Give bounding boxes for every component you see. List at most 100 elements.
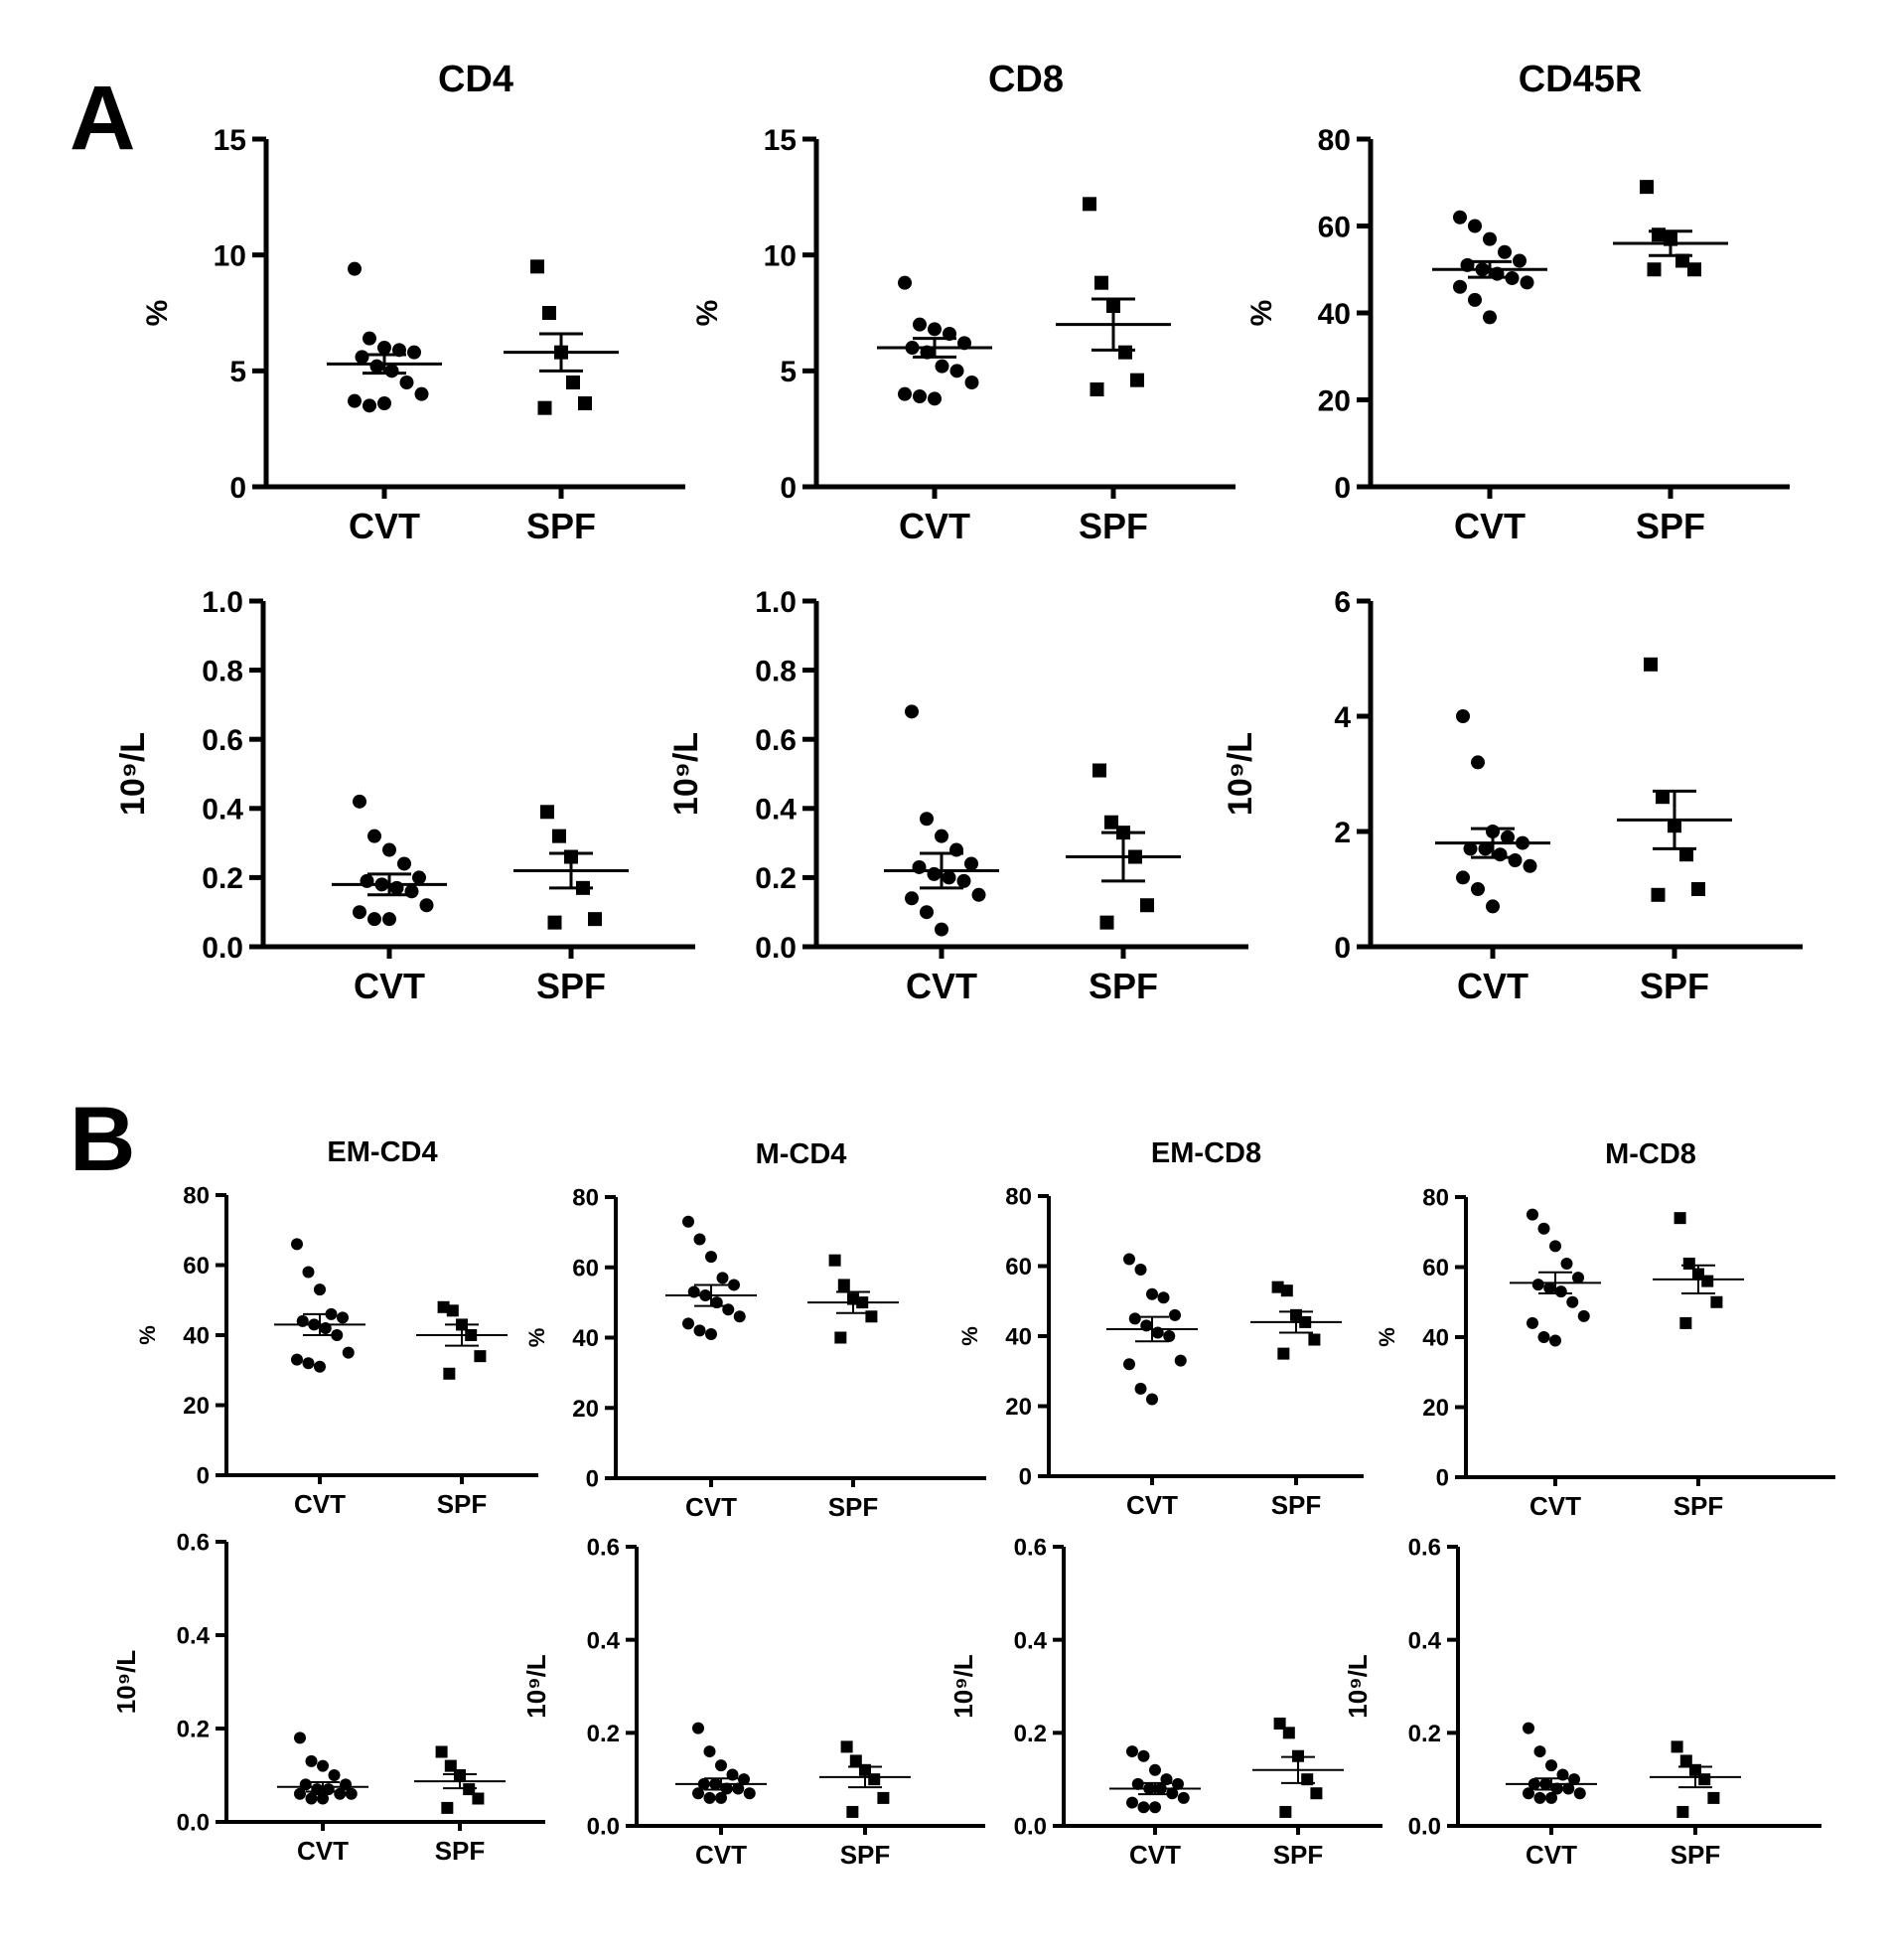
x-category-label: SPF xyxy=(526,506,596,546)
data-point-spf xyxy=(1282,1727,1295,1739)
data-point-spf xyxy=(1279,1805,1292,1818)
data-point-spf xyxy=(437,1300,450,1313)
data-point-cvt xyxy=(1483,231,1497,246)
data-point-cvt xyxy=(1174,1354,1187,1367)
data-point-cvt xyxy=(693,1233,706,1246)
y-axis-label: % xyxy=(1375,1327,1399,1347)
data-point-cvt xyxy=(692,1722,704,1734)
data-point-cvt xyxy=(348,393,362,408)
chart-10: 0 20 40 60 80 CVT SPF M-CD8% xyxy=(1375,1138,1835,1521)
data-point-cvt xyxy=(1573,1787,1586,1800)
x-category-label: SPF xyxy=(437,1489,488,1519)
data-point-spf xyxy=(834,1331,847,1344)
data-point-cvt xyxy=(1498,244,1512,259)
data-point-cvt xyxy=(1172,1777,1184,1790)
x-category-label: CVT xyxy=(1457,966,1528,1006)
y-tick-label: 0.4 xyxy=(202,794,243,827)
y-tick-label: 0.2 xyxy=(177,1717,210,1743)
data-point-cvt xyxy=(705,1327,717,1340)
data-point-cvt xyxy=(1137,1801,1150,1814)
data-point-cvt xyxy=(1149,1763,1161,1776)
x-category-label: CVT xyxy=(1126,1490,1178,1520)
data-point-cvt xyxy=(1478,841,1493,856)
data-point-spf xyxy=(1130,373,1144,387)
x-category-label: SPF xyxy=(1089,966,1158,1006)
data-point-spf xyxy=(1701,1275,1714,1287)
x-category-label: SPF xyxy=(1636,506,1705,546)
chart-9: 0 20 40 60 80 CVT SPF EM-CD8% xyxy=(957,1137,1364,1520)
data-point-cvt xyxy=(692,1787,704,1800)
y-tick-label: 0.6 xyxy=(202,724,243,757)
y-tick-label: 0 xyxy=(229,472,246,505)
data-point-cvt xyxy=(1523,858,1537,873)
data-point-cvt xyxy=(715,1791,727,1804)
data-point-cvt xyxy=(928,391,942,406)
data-point-cvt xyxy=(1549,1334,1561,1347)
y-tick-label: 80 xyxy=(1005,1184,1032,1211)
data-point-cvt xyxy=(1134,1264,1147,1277)
data-point-spf xyxy=(1083,197,1096,212)
data-point-spf xyxy=(1090,382,1104,396)
data-point-spf xyxy=(837,1279,850,1291)
chart-3: 0 20 40 60 80 CVT SPF CD45R% xyxy=(1245,59,1790,546)
chart-title: M-CD4 xyxy=(756,1138,847,1170)
chart-11: 0.0 0.2 0.4 0.6 CVT SPF 10⁹/L xyxy=(111,1530,545,1866)
data-point-spf xyxy=(537,400,552,415)
data-point-cvt xyxy=(1126,1745,1138,1758)
data-point-cvt xyxy=(1146,1393,1158,1406)
data-point-spf xyxy=(444,1759,457,1772)
data-point-cvt xyxy=(1468,219,1482,233)
y-tick-label: 0.6 xyxy=(755,724,797,757)
data-point-cvt xyxy=(377,341,391,355)
y-tick-label: 0.2 xyxy=(1014,1721,1047,1747)
data-point-cvt xyxy=(317,1759,329,1772)
data-point-cvt xyxy=(305,1754,318,1767)
y-tick-label: 15 xyxy=(214,124,246,157)
chart-14: 0.0 0.2 0.4 0.6 CVT SPF 10⁹/L xyxy=(1343,1535,1821,1870)
data-point-spf xyxy=(868,1773,881,1786)
data-point-cvt xyxy=(314,1360,326,1373)
y-tick-label: 5 xyxy=(780,356,797,388)
data-point-cvt xyxy=(1527,1208,1538,1221)
y-tick-label: 10 xyxy=(214,239,246,272)
data-point-cvt xyxy=(1562,1782,1575,1795)
data-point-cvt xyxy=(1501,829,1515,844)
data-point-cvt xyxy=(935,829,948,843)
data-point-cvt xyxy=(1572,1272,1584,1284)
y-tick-label: 0.4 xyxy=(755,794,797,827)
data-point-spf xyxy=(1679,1754,1692,1767)
y-tick-label: 20 xyxy=(1318,384,1351,417)
data-point-spf xyxy=(846,1805,859,1818)
data-point-spf xyxy=(552,829,566,843)
data-point-spf xyxy=(1679,847,1693,862)
data-point-spf xyxy=(1656,790,1670,805)
data-point-cvt xyxy=(1545,1791,1557,1804)
data-point-cvt xyxy=(419,898,434,913)
y-tick-label: 1.0 xyxy=(755,586,797,619)
y-tick-label: 0.4 xyxy=(177,1623,211,1650)
y-tick-label: 1.0 xyxy=(202,586,243,619)
data-point-cvt xyxy=(1453,279,1467,294)
data-point-cvt xyxy=(732,1782,745,1795)
y-tick-label: 0 xyxy=(1019,1464,1032,1491)
data-point-cvt xyxy=(294,1787,306,1800)
data-point-spf xyxy=(1673,1212,1686,1225)
data-point-cvt xyxy=(1456,709,1470,723)
data-point-cvt xyxy=(345,1787,358,1800)
y-tick-label: 10 xyxy=(764,239,797,272)
data-point-cvt xyxy=(369,359,384,374)
data-point-spf xyxy=(1099,915,1114,930)
y-tick-label: 0.2 xyxy=(755,862,797,895)
data-point-cvt xyxy=(317,1792,329,1805)
y-tick-label: 40 xyxy=(1005,1324,1032,1351)
chart-4: 0.0 0.2 0.4 0.6 0.8 1.0 CVT SPF 10⁹/L xyxy=(114,586,695,1006)
y-tick-label: 0.0 xyxy=(177,1810,210,1837)
data-point-cvt xyxy=(935,922,948,937)
data-point-cvt xyxy=(1166,1787,1179,1800)
y-tick-label: 80 xyxy=(1318,124,1351,157)
data-point-cvt xyxy=(942,870,956,885)
x-category-label: CVT xyxy=(1529,1491,1581,1521)
data-point-cvt xyxy=(920,905,934,920)
y-axis-label: % xyxy=(135,1325,160,1345)
data-point-spf xyxy=(1644,657,1658,672)
